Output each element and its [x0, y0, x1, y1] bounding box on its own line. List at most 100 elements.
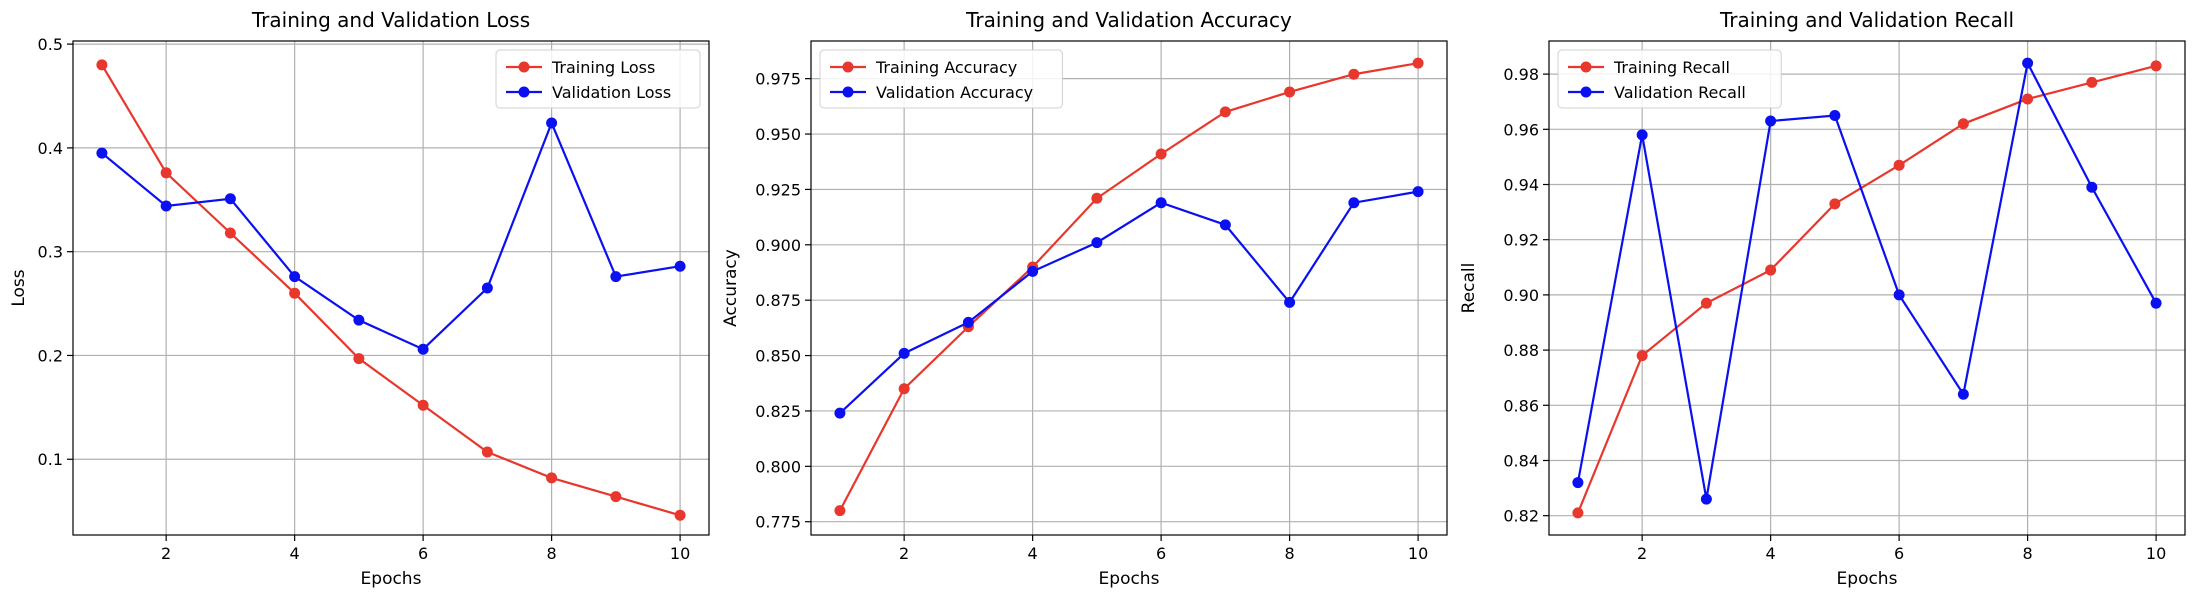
series-line-2 — [101, 120, 681, 351]
x-tick-label: 4 — [1028, 544, 1038, 563]
data-point — [481, 446, 493, 458]
data-point — [1636, 350, 1648, 362]
y-tick-label: 0.4 — [38, 139, 63, 158]
data-point — [2022, 57, 2034, 69]
data-point — [1348, 197, 1360, 209]
series-line-2 — [1576, 59, 2158, 500]
data-point — [1957, 118, 1969, 130]
legend-box — [819, 49, 1063, 109]
data-point — [417, 399, 429, 411]
legend-marker — [842, 86, 854, 98]
x-tick-label: 6 — [1894, 544, 1904, 563]
data-point — [353, 314, 365, 326]
y-tick-label: 0.825 — [755, 402, 801, 421]
data-point — [2150, 297, 2162, 309]
y-tick-label: 0.88 — [1503, 341, 1539, 360]
data-point — [224, 227, 236, 239]
data-point — [1412, 186, 1424, 198]
data-point — [96, 59, 108, 71]
y-tick-label: 0.84 — [1503, 451, 1539, 470]
data-point — [1412, 57, 1424, 69]
data-point — [1091, 237, 1103, 249]
chart-panel-3: 2 4 6 8 10 0.82 0.84 0.86 0.88 0.90 0.92 0.94 0.96 0.… — [1459, 8, 2186, 589]
data-point — [1091, 192, 1103, 204]
data-point — [1155, 197, 1167, 209]
data-point — [834, 505, 846, 517]
y-axis-label: Recall — [1459, 263, 1479, 314]
y-tick-label: 0.925 — [755, 180, 801, 199]
y-tick-label: 0.86 — [1503, 396, 1539, 415]
y-tick-label: 0.875 — [755, 291, 801, 310]
data-point — [674, 509, 686, 521]
series-line-1 — [100, 64, 681, 517]
y-tick-label: 0.90 — [1503, 286, 1539, 305]
legend-marker — [1580, 86, 1592, 98]
data-point — [610, 271, 622, 283]
data-point — [1893, 159, 1905, 171]
data-point — [1700, 493, 1712, 505]
data-point — [1284, 296, 1296, 308]
data-point — [1765, 115, 1777, 127]
legend-marker — [518, 86, 530, 98]
data-point — [289, 271, 301, 283]
legend-label: Training Accuracy — [875, 58, 1017, 77]
data-point — [1219, 219, 1231, 231]
data-point — [160, 200, 172, 212]
axes-frame — [1548, 40, 2186, 536]
data-point — [353, 353, 365, 365]
data-point — [1219, 106, 1231, 118]
x-tick-label: 10 — [1408, 544, 1428, 563]
data-point — [224, 193, 236, 205]
data-point — [546, 472, 558, 484]
legend-marker — [518, 61, 530, 73]
chart-title: Training and Validation Recall — [1719, 8, 2014, 32]
x-axis-label: Epochs — [1099, 569, 1160, 589]
chart-panel-2: 2 4 6 8 10 0.775 0.800 0.825 0.850 0.875 0.900 0.92… — [721, 8, 1448, 589]
data-point — [1636, 129, 1648, 141]
y-tick-label: 0.92 — [1503, 231, 1539, 250]
axes-frame — [810, 40, 1448, 536]
y-tick-label: 0.775 — [755, 513, 801, 532]
data-point — [1572, 477, 1584, 489]
axes-frame — [72, 40, 710, 536]
data-point — [674, 260, 686, 272]
data-point — [160, 167, 172, 179]
legend-label: Validation Loss — [552, 83, 671, 102]
legend: Training Accuracy Validation Accuracy — [819, 49, 1063, 109]
x-tick-label: 10 — [2146, 544, 2166, 563]
y-tick-label: 0.950 — [755, 125, 801, 144]
x-tick-label: 2 — [1637, 544, 1647, 563]
y-tick-label: 0.2 — [38, 346, 63, 365]
chart-title: Training and Validation Loss — [251, 8, 530, 32]
chart-panel-1: 2 4 6 8 10 0.1 0.2 0.3 0.4 0.5 Training and Valida… — [9, 8, 710, 589]
legend-label: Training Loss — [551, 58, 655, 77]
data-point — [289, 287, 301, 299]
data-point — [1829, 198, 1841, 210]
y-axis-label: Accuracy — [721, 249, 741, 327]
legend-box — [1557, 49, 1782, 109]
y-tick-label: 0.82 — [1503, 507, 1539, 526]
data-point — [834, 407, 846, 419]
data-point — [1284, 86, 1296, 98]
legend-box — [495, 49, 701, 109]
data-point — [1155, 148, 1167, 160]
data-point — [1765, 264, 1777, 276]
data-point — [898, 383, 910, 395]
data-point — [417, 343, 429, 355]
x-tick-label: 10 — [670, 544, 690, 563]
data-point — [962, 316, 974, 328]
data-point — [1829, 110, 1841, 122]
legend: Training Recall Validation Recall — [1557, 49, 1782, 109]
chart-title: Training and Validation Accuracy — [965, 8, 1292, 32]
legend-label: Validation Recall — [1614, 83, 1746, 102]
x-tick-label: 8 — [547, 544, 557, 563]
legend-marker — [842, 61, 854, 73]
x-axis-label: Epochs — [1837, 569, 1898, 589]
x-tick-label: 2 — [161, 544, 171, 563]
legend-label: Training Recall — [1613, 58, 1730, 77]
data-point — [1893, 289, 1905, 301]
x-tick-label: 6 — [1156, 544, 1166, 563]
data-point — [96, 147, 108, 159]
x-tick-label: 6 — [418, 544, 428, 563]
